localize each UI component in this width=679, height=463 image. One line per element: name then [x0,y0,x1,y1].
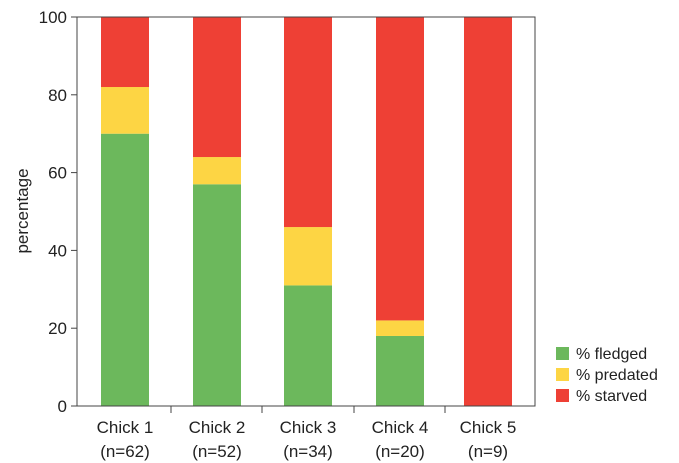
x-tick-label: Chick 3 [280,418,337,437]
legend-label: % starved [576,388,647,405]
y-tick-label: 80 [48,86,67,105]
bar-4-series-2 [376,320,424,336]
bar-2-series-2 [193,157,241,185]
x-tick-label: Chick 1 [97,418,154,437]
x-axis: Chick 1 (n=62) Chick 2 (n=52) Chick 3 (n=34) C… [97,406,517,461]
y-tick-label: 60 [48,164,67,183]
x-tick-count-label: (n=34) [283,442,333,461]
bar-3-series-2 [284,227,332,286]
bar-3-series-1 [284,285,332,406]
bar-3-series-3 [284,17,332,228]
x-tick-count-label: (n=62) [100,442,150,461]
bar-4-series-3 [376,17,424,321]
bar-1-series-2 [101,87,149,134]
x-tick-count-label: (n=20) [375,442,425,461]
x-tick-count-label: (n=52) [192,442,242,461]
bar-1-series-3 [101,17,149,88]
legend: % fledged % predated % starved [556,346,658,405]
y-tick-label: 20 [48,319,67,338]
bar-4-series-1 [376,335,424,406]
legend-swatch [556,347,569,360]
plot-area-frame [76,16,536,407]
bar-1-series-1 [101,133,149,406]
y-tick-label: 0 [58,397,67,416]
legend-swatch [556,389,569,402]
x-tick-count-label: (n=9) [468,442,508,461]
y-tick-label: 100 [39,8,67,27]
y-tick-label: 40 [48,241,67,260]
x-tick-label: Chick 4 [372,418,429,437]
x-tick-label: Chick 5 [460,418,517,437]
x-tick-label: Chick 2 [189,418,246,437]
legend-swatch [556,368,569,381]
y-axis-title: percentage [13,168,32,253]
bar-2-series-1 [193,184,241,406]
bar-2-series-3 [193,17,241,158]
bars-layer [101,17,512,406]
y-axis: 0 20 40 60 80 100 [39,8,77,416]
legend-label: % fledged [576,346,647,363]
legend-label: % predated [576,367,658,384]
bar-5-series-3 [464,17,512,406]
